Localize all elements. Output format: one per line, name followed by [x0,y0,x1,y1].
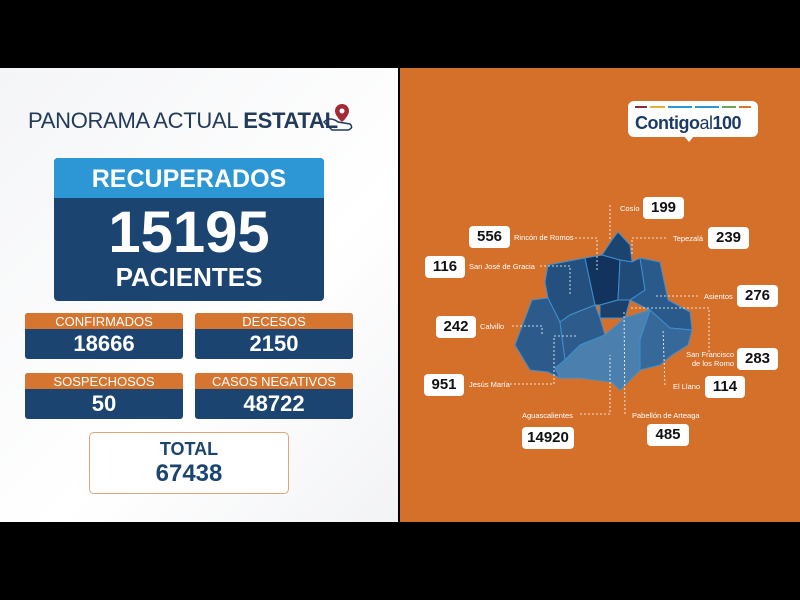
value-calvillo: 242 [436,316,476,338]
stat-value: 18666 [73,331,135,356]
recuperados-card: RECUPERADOS 15195 PACIENTES [54,158,324,301]
stat-label: SOSPECHOSOS [25,373,183,389]
logo-color-bar [650,106,665,108]
label-rincon-de-romos: Rincón de Romos [514,233,574,242]
decesos-card: DECESOS 2150 [195,313,353,359]
logo-color-bar [695,106,719,108]
negativos-card: CASOS NEGATIVOS 48722 [195,373,353,419]
contigo-al-100-logo: Contigoal100 [628,101,758,142]
value-asientos: 276 [737,285,778,307]
stat-label: CASOS NEGATIVOS [195,373,353,389]
value-tepezala: 239 [708,227,749,249]
label-calvillo: Calvillo [480,322,505,331]
recuperados-unit: PACIENTES [115,262,263,292]
label-asientos: Asientos [704,292,733,301]
stat-value: 2150 [249,331,299,356]
label-tepezala: Tepezalá [673,234,704,243]
total-value: 67438 [155,460,223,487]
label-jesus-maria: Jesús María [469,380,510,389]
sospechosos-card: SOSPECHOSOS 50 [25,373,183,419]
value-jesus-maria: 951 [424,374,464,396]
label-san-francisco-de-los-romo: San Francisco de los Romo [686,350,734,368]
label-san-jose-de-gracia: San José de Gracia [469,262,535,271]
stat-label: CONFIRMADOS [25,313,183,329]
logo-color-bar [635,106,647,108]
total-card: TOTAL 67438 [89,432,289,494]
page-title: PANORAMA ACTUAL ESTATAL [28,108,338,133]
region-aguascalientes [554,309,651,391]
label-aguascalientes: Aguascalientes [522,411,573,420]
label-el-llano: El Llano [673,382,701,391]
value-el-llano: 114 [705,376,745,398]
logo-color-bar [739,106,751,108]
stat-value: 50 [91,391,117,416]
value-cosio: 199 [643,197,684,219]
confirmados-card: CONFIRMADOS 18666 [25,313,183,359]
stat-value: 48722 [243,391,305,416]
value-rincon-de-romos: 556 [469,226,510,248]
value-pabellon-de-arteaga: 485 [647,424,689,446]
recuperados-value: 15195 [108,200,270,265]
logo-color-bar [722,106,736,108]
value-san-jose-de-gracia: 116 [425,256,465,278]
label-cosio: Cosío [620,204,640,213]
logo-color-bar [668,106,692,108]
region-pabellon [599,299,631,319]
recuperados-label: RECUPERADOS [54,158,324,198]
location-hand-icon [322,104,353,131]
value-aguascalientes: 14920 [522,427,574,449]
label-pabellon-de-arteaga: Pabellón de Arteaga [632,411,700,420]
stat-label: DECESOS [195,313,353,329]
total-label: TOTAL [159,439,219,459]
region-el-llano [639,309,693,371]
value-san-francisco-de-los-romo: 283 [737,348,778,370]
